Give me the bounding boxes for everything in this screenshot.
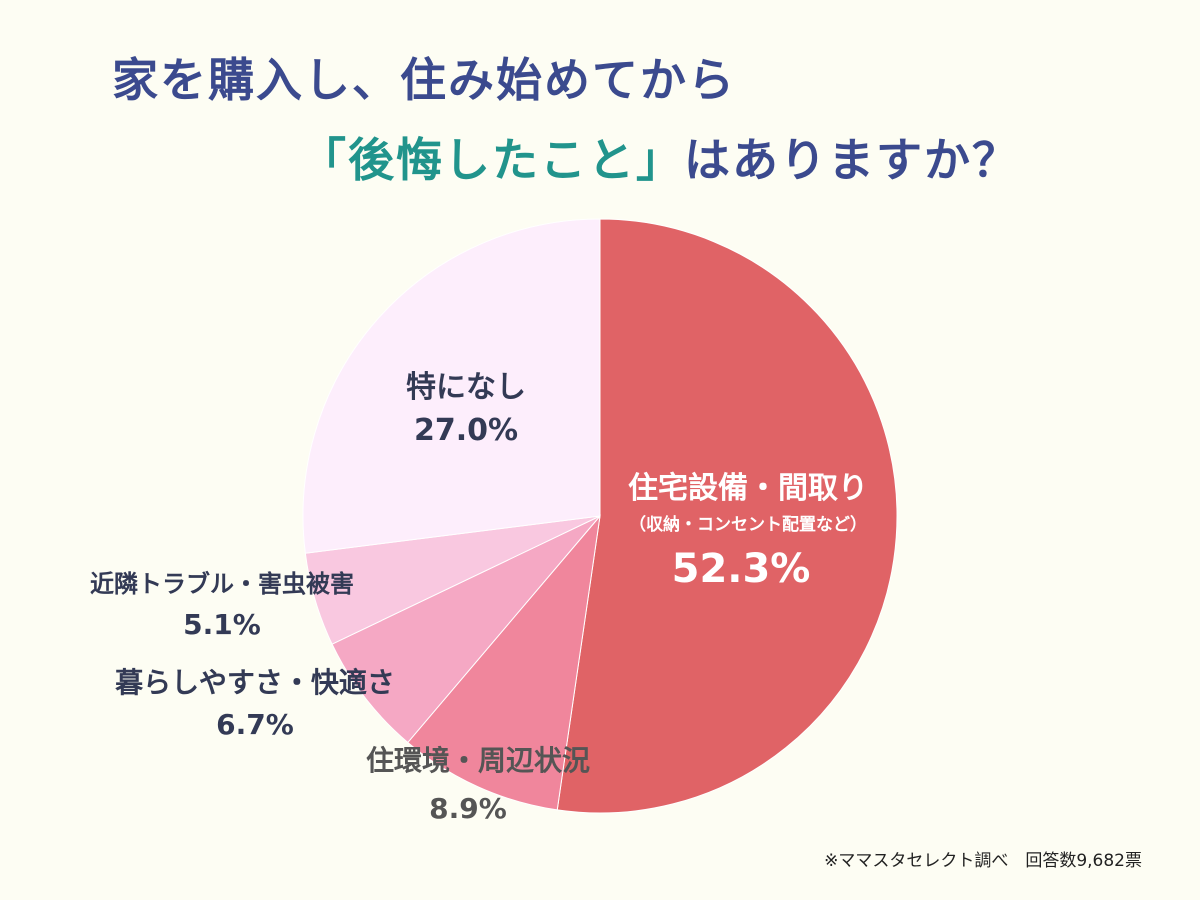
slice-value-comfort: 6.7% xyxy=(216,708,294,741)
slice-label-neighbor-trouble: 近隣トラブル・害虫被害 xyxy=(90,570,354,598)
slice-label-housing-equipment: 住宅設備・間取り xyxy=(628,471,868,506)
title-line-1: 家を購入し、住み始めてから xyxy=(112,53,736,107)
slice-value-housing-equipment: 52.3% xyxy=(672,546,811,592)
slice-value-environment: 8.9% xyxy=(429,792,507,825)
slice-sublabel-housing-equipment: （収納・コンセント配置など） xyxy=(629,514,867,535)
pie-slices xyxy=(302,218,898,814)
slice-value-none: 27.0% xyxy=(414,413,518,448)
pie-labels: 住宅設備・間取り （収納・コンセント配置など） 52.3% 特になし 27.0%… xyxy=(90,370,868,825)
slice-value-neighbor-trouble: 5.1% xyxy=(183,608,261,641)
slice-label-comfort: 暮らしやすさ・快適さ xyxy=(115,666,395,699)
title-accent: 「後悔したこと」 xyxy=(300,133,684,187)
slice-label-none: 特になし xyxy=(406,370,526,405)
slice-label-environment: 住環境・周辺状況 xyxy=(366,744,590,777)
slice-housing-equipment xyxy=(556,218,898,814)
title-line-2: 「後悔したこと」はありますか？ xyxy=(300,124,1020,190)
title-rest: はありますか？ xyxy=(684,133,1020,187)
source-note: ※ママスタセレクト調べ 回答数9,682票 xyxy=(824,851,1142,871)
slice-none xyxy=(302,218,601,554)
slice-environment xyxy=(407,514,601,811)
slice-comfort xyxy=(331,515,601,744)
